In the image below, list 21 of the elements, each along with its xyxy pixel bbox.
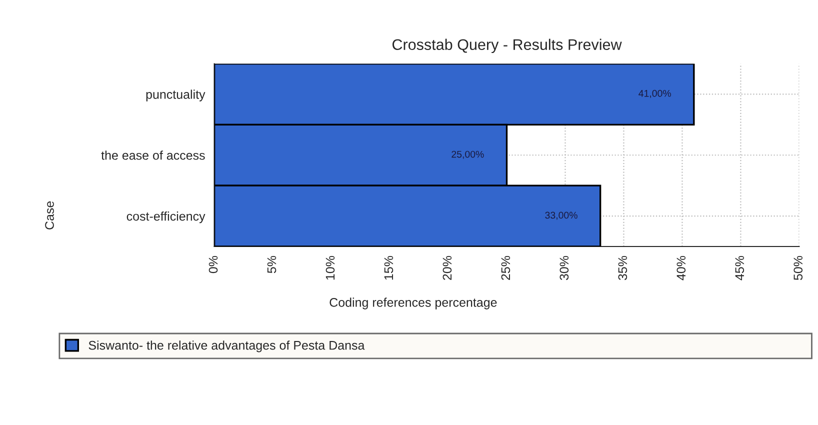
y-tick-label: punctuality [146, 90, 206, 102]
x-axis-title: Coding references percentage [330, 298, 497, 310]
data-label: 25,00% [452, 150, 484, 159]
y-tick-label: cost-efficiency [126, 212, 206, 224]
x-tick-label: 50% [794, 256, 803, 280]
legend-label: Siswanto- the relative advantages of Pesta Dansa [88, 340, 365, 352]
x-tick-label: 45% [735, 256, 744, 280]
x-tick-label: 20% [442, 256, 452, 280]
chart-title: Crosstab Query - Results Preview [392, 38, 622, 54]
x-tick-label: 25% [501, 256, 510, 280]
x-tick-label: 35% [618, 256, 628, 280]
x-tick-label: 10% [326, 256, 335, 280]
x-tick-label: 0% [208, 256, 218, 274]
y-axis-title: Case [45, 201, 54, 230]
x-tick-label: 40% [676, 256, 686, 280]
data-label: 33,00% [545, 212, 578, 220]
y-tick-label: the ease of access [101, 150, 205, 160]
data-label: 41,00% [638, 90, 671, 98]
x-tick-label: 5% [267, 256, 276, 274]
x-tick-label: 15% [384, 256, 394, 280]
x-tick-label: 30% [560, 256, 569, 280]
